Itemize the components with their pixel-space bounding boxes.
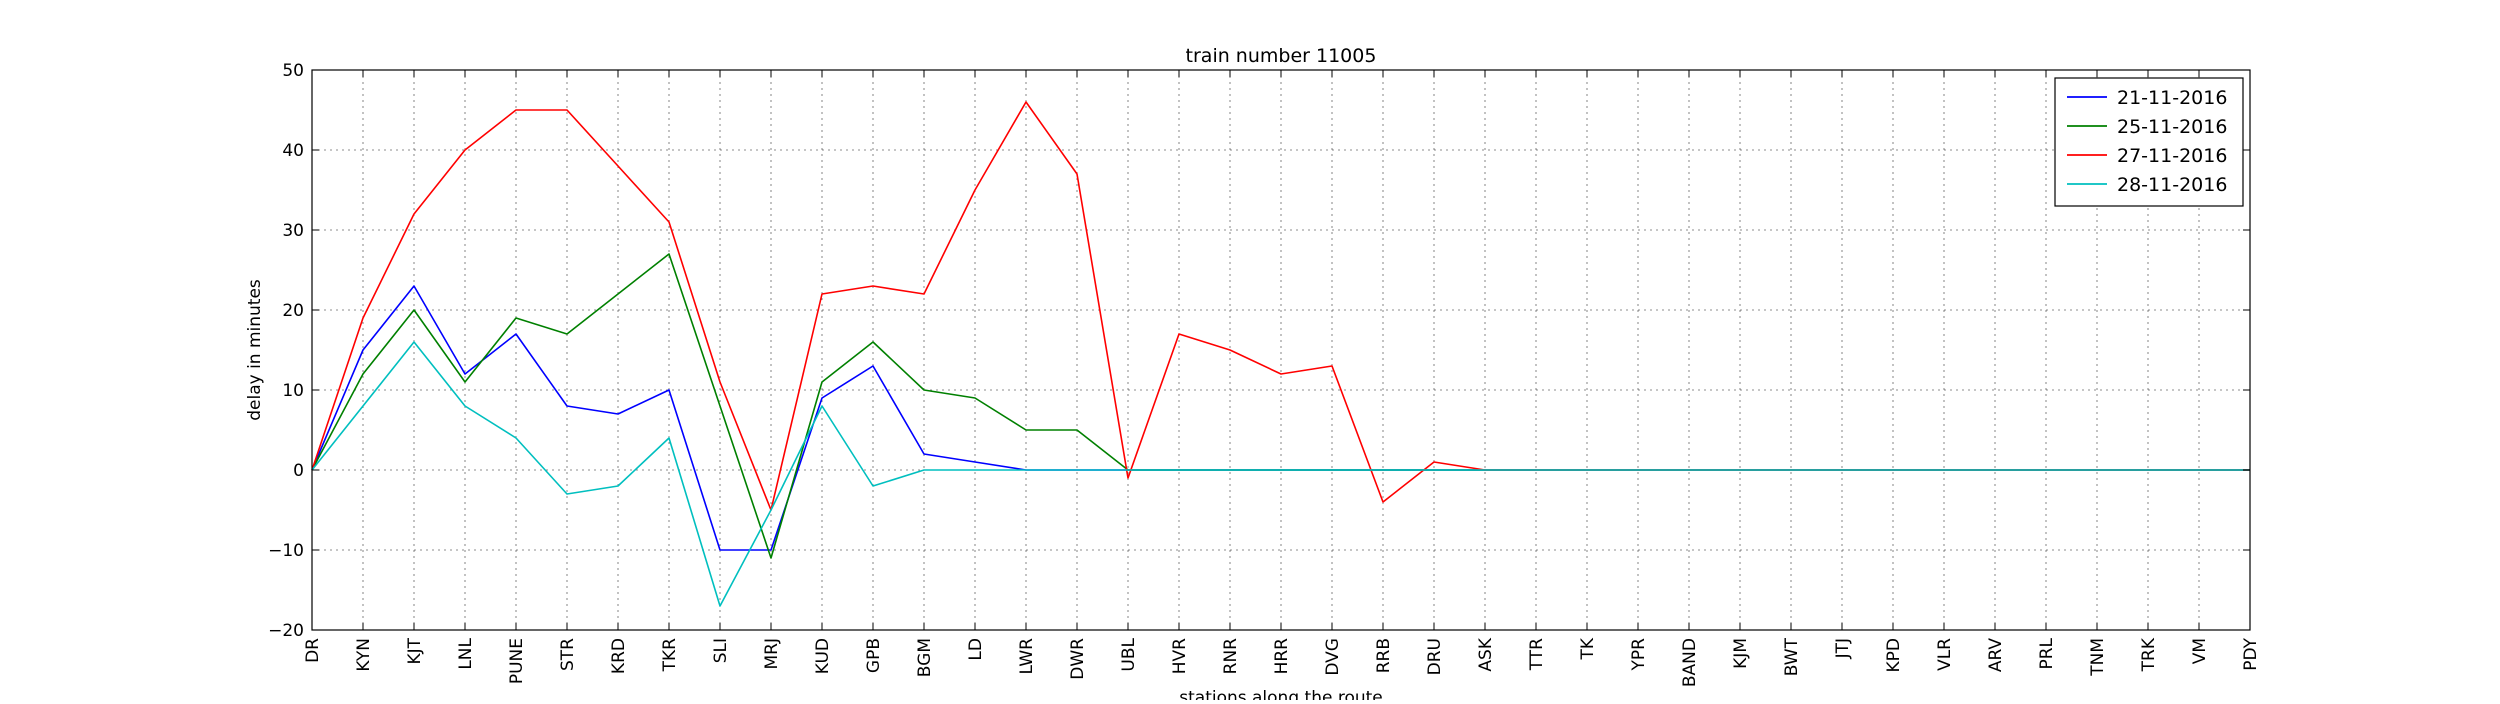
chart-title: train number 11005 [1186,45,1377,67]
x-tick-label: DRU [1425,638,1445,675]
y-tick-label: 30 [282,221,304,241]
x-tick-label: VLR [1935,638,1955,671]
x-tick-label: RNR [1221,638,1241,675]
x-tick-label: BAND [1680,638,1700,687]
x-tick-label: PRL [2037,637,2057,669]
x-tick-label: HVR [1170,638,1190,674]
x-tick-label: BGM [915,638,935,677]
x-tick-label: YPR [1629,638,1649,672]
y-axis-label: delay in minutes [245,279,265,421]
x-tick-label: TRK [2139,637,2159,672]
x-tick-label: STR [558,638,578,671]
y-axis-ticks: −20 −10 0 10 20 30 40 50 [268,61,2250,641]
x-tick-label: DWR [1068,638,1088,680]
legend-label: 28-11-2016 [2117,174,2227,196]
series-lines [311,101,2250,607]
x-tick-label: TNM [2088,638,2108,677]
x-tick-label: PDY [2241,637,2261,670]
x-tick-label: KUD [813,638,833,674]
x-tick-label: SLI [711,638,731,663]
x-tick-label: TKR [660,638,680,673]
x-tick-label: KJT [405,637,425,664]
x-tick-label: LWR [1017,638,1037,675]
y-tick-label: 10 [282,381,304,401]
x-tick-label: GPB [864,638,884,673]
x-tick-label: BWT [1782,637,1802,676]
x-tick-label: TK [1578,637,1598,660]
x-tick-label: LD [966,638,986,661]
x-axis-ticks: DR KYN KJT LNL PUNE STR KRD TKR SLI MRJ KUD GPB BGM L… [303,70,2261,687]
x-tick-label: KYN [354,638,374,672]
x-tick-label: KRD [609,638,629,674]
x-tick-label: RRB [1374,638,1394,673]
grid [311,69,2251,631]
y-tick-label: 20 [282,301,304,321]
legend-label: 21-11-2016 [2117,87,2227,109]
x-tick-label: PUNE [507,638,527,684]
x-tick-label: DR [303,638,323,663]
x-tick-label: TTR [1527,638,1547,671]
series-line [311,341,2250,607]
legend-label: 27-11-2016 [2117,145,2227,167]
x-tick-label: MRJ [762,638,782,670]
x-tick-label: VM [2190,638,2210,664]
x-tick-label: KJM [1731,638,1751,669]
x-tick-label: UBL [1119,637,1139,671]
x-tick-label: ASK [1476,637,1496,671]
legend-label: 25-11-2016 [2117,116,2227,138]
x-tick-label: DVG [1323,638,1343,676]
x-axis-label: stations along the route [1179,688,1383,700]
y-tick-label: 0 [293,461,304,481]
x-tick-label: ARV [1986,638,2006,673]
x-tick-label: JTJ [1833,638,1853,659]
legend: 21-11-2016 25-11-2016 27-11-2016 28-11-2016 [2054,77,2244,207]
x-tick-label: LNL [456,637,476,669]
x-tick-label: KPD [1884,638,1904,673]
y-tick-label: 40 [282,141,304,161]
y-tick-label: −20 [268,621,304,641]
y-tick-label: 50 [282,61,304,81]
y-tick-label: −10 [268,541,304,561]
x-tick-label: HRR [1272,638,1292,675]
